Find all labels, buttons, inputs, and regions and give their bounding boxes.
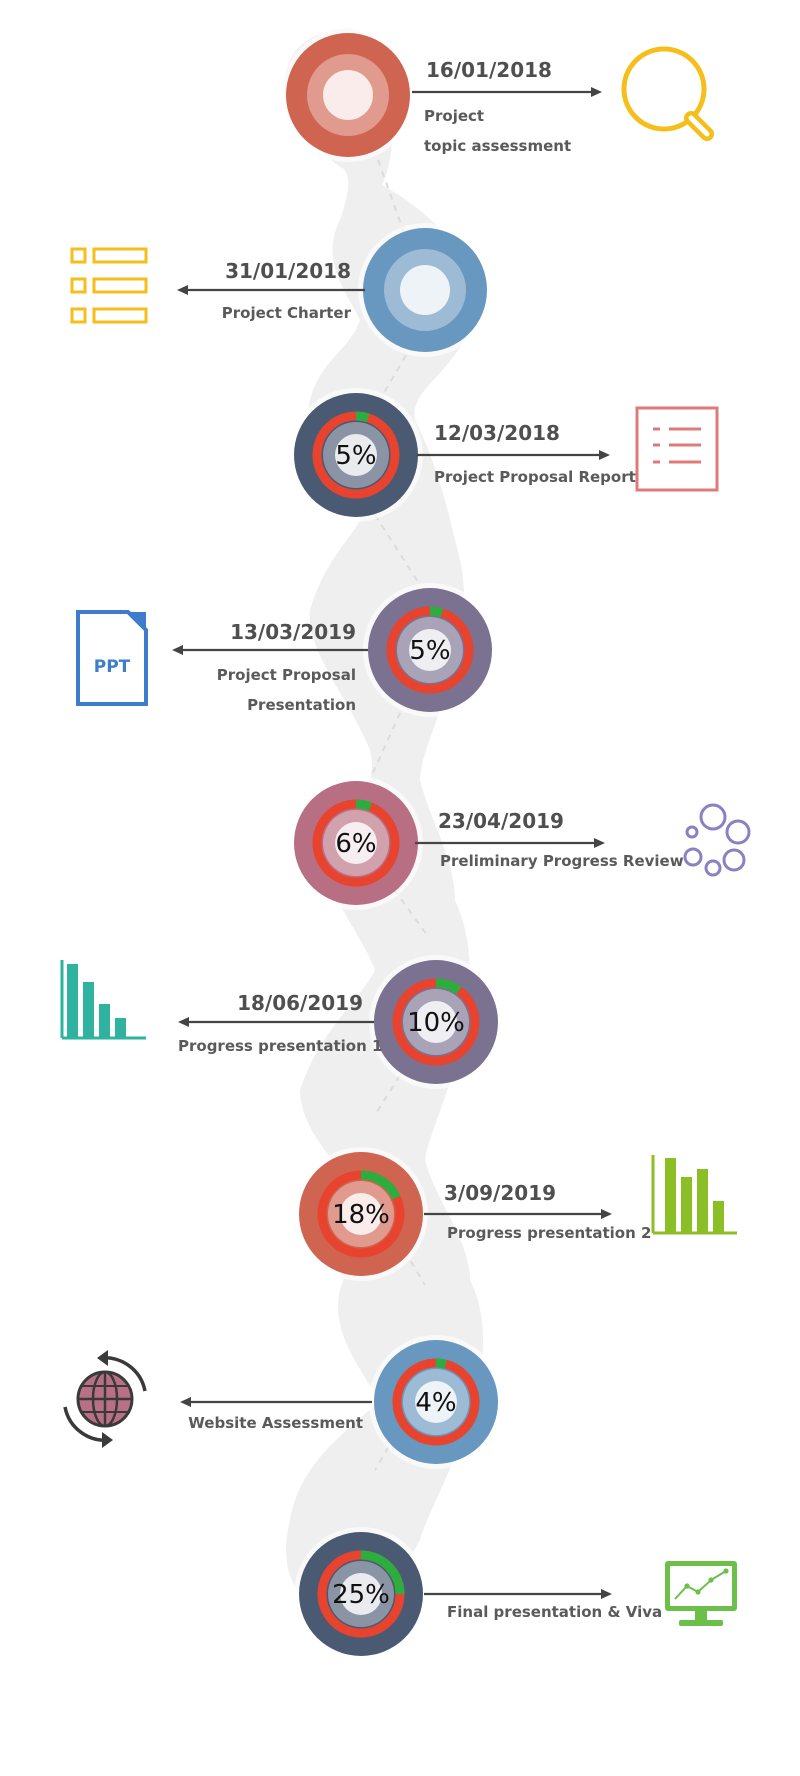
progress-ring-fill bbox=[312, 411, 400, 499]
monitor-chart-icon bbox=[665, 1561, 737, 1626]
arrow-head bbox=[594, 838, 605, 848]
checklist-icon bbox=[70, 247, 148, 324]
milestone-4-date: 13/03/2019 bbox=[230, 620, 356, 644]
progress-percent: 10% bbox=[407, 1008, 465, 1038]
arrow-head bbox=[180, 1397, 191, 1407]
report-list-icon bbox=[635, 406, 719, 492]
milestone-2-node bbox=[358, 223, 492, 357]
node-inner-circle bbox=[409, 629, 451, 671]
progress-percent: 18% bbox=[332, 1200, 390, 1230]
milestone-9-title: Final presentation & Viva bbox=[447, 1603, 663, 1621]
milestone-1-arrow bbox=[412, 87, 602, 97]
node-inner-circle bbox=[415, 1381, 457, 1423]
progress-percent: 5% bbox=[335, 441, 376, 471]
milestone-1-date: 16/01/2018 bbox=[426, 58, 552, 82]
milestone-3-title: Project Proposal Report bbox=[434, 468, 636, 486]
milestone-6-arrow bbox=[178, 1017, 374, 1027]
milestone-7-date: 3/09/2019 bbox=[444, 1181, 557, 1205]
milestone-9-node: 25% bbox=[294, 1527, 428, 1661]
bubbles-icon bbox=[683, 803, 751, 877]
milestone-1-node bbox=[281, 28, 415, 162]
milestone-8-title: Website Assessment bbox=[188, 1414, 363, 1432]
progress-percent: 6% bbox=[335, 829, 376, 859]
milestone-2-title: Project Charter bbox=[221, 304, 351, 322]
milestone-2-arrow bbox=[177, 285, 365, 295]
milestone-3-date: 12/03/2018 bbox=[434, 421, 560, 445]
milestone-8-node: 4% bbox=[369, 1335, 503, 1469]
progress-percent: 4% bbox=[415, 1388, 456, 1418]
progress-ring-fill bbox=[312, 799, 400, 887]
milestone-7-arrow bbox=[424, 1209, 612, 1219]
milestone-5-title: Preliminary Progress Review bbox=[440, 852, 684, 870]
progress-ring-fill bbox=[317, 1550, 405, 1638]
milestone-5-node: 6% bbox=[289, 776, 423, 910]
arrow-head bbox=[599, 450, 610, 460]
milestone-6-node: 10% bbox=[369, 955, 503, 1089]
node-inner-circle bbox=[335, 822, 377, 864]
bar-chart-icon bbox=[60, 960, 146, 1040]
milestone-3-arrow bbox=[417, 450, 610, 460]
node-inner-circle bbox=[415, 1001, 457, 1043]
progress-ring-fill bbox=[392, 978, 480, 1066]
milestone-5-arrow bbox=[415, 838, 605, 848]
milestone-6-title: Progress presentation 1 bbox=[178, 1037, 383, 1055]
arrow-head bbox=[172, 645, 183, 655]
node-inner-circle bbox=[340, 1193, 382, 1235]
milestone-5-date: 23/04/2019 bbox=[438, 809, 564, 833]
globe-sync-icon bbox=[63, 1350, 147, 1448]
milestone-3-node: 5% bbox=[289, 388, 423, 522]
progress-ring-fill bbox=[392, 1358, 480, 1446]
milestone-4-title: Project Proposal bbox=[216, 666, 356, 684]
milestone-2-date: 31/01/2018 bbox=[225, 259, 351, 283]
node-inner-circle bbox=[335, 434, 377, 476]
milestone-7-title: Progress presentation 2 bbox=[447, 1224, 652, 1242]
node-inner-circle bbox=[400, 265, 450, 315]
milestone-1-title: Project bbox=[424, 107, 485, 125]
node-inner-circle bbox=[340, 1573, 382, 1615]
node-inner-circle bbox=[323, 70, 373, 120]
arrow-head bbox=[591, 87, 602, 97]
milestone-4-arrow bbox=[172, 645, 368, 655]
progress-ring-fill bbox=[317, 1170, 405, 1258]
arrow-head bbox=[178, 1017, 189, 1027]
progress-ring-fill bbox=[386, 606, 474, 694]
milestone-6-date: 18/06/2019 bbox=[237, 991, 363, 1015]
milestone-9-arrow bbox=[424, 1589, 612, 1599]
ppt-label: PPT bbox=[94, 657, 131, 677]
progress-percent: 25% bbox=[332, 1580, 390, 1610]
milestone-1-subtitle: topic assessment bbox=[424, 137, 572, 155]
arrow-head bbox=[177, 285, 188, 295]
ppt-file-icon: PPT bbox=[76, 610, 148, 706]
magnifier-icon bbox=[621, 46, 714, 141]
arrow-head bbox=[601, 1209, 612, 1219]
progress-percent: 5% bbox=[409, 636, 450, 666]
arrow-head bbox=[601, 1589, 612, 1599]
milestone-7-node: 18% bbox=[294, 1147, 428, 1281]
milestone-8-arrow bbox=[180, 1397, 372, 1407]
milestone-4-node: 5% bbox=[363, 583, 497, 717]
bar-chart-icon bbox=[651, 1155, 737, 1235]
milestone-4-subtitle: Presentation bbox=[247, 696, 356, 714]
